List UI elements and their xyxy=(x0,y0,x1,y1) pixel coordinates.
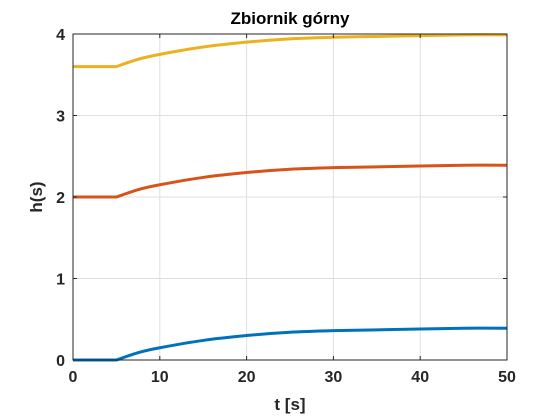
series-group xyxy=(73,33,508,362)
x-tick-label: 20 xyxy=(238,369,256,386)
chart-title: Zbiornik górny xyxy=(231,9,351,28)
ticks: 0 10 20 30 40 50 0 1 2 3 4 xyxy=(56,27,516,386)
x-axis-label: t [s] xyxy=(274,395,305,414)
x-tick-label: 10 xyxy=(151,369,169,386)
y-tick-label: 1 xyxy=(56,272,65,289)
series-line-1 xyxy=(73,33,508,69)
y-axis-label: h(s) xyxy=(27,181,46,212)
x-tick-label: 30 xyxy=(325,369,343,386)
y-tick-label: 2 xyxy=(56,190,65,207)
x-tick-label: 0 xyxy=(69,369,78,386)
grid xyxy=(72,33,508,361)
x-tick-label: 40 xyxy=(411,369,429,386)
y-tick-label: 0 xyxy=(56,353,65,370)
x-tick-label: 50 xyxy=(498,369,516,386)
y-tick-label: 3 xyxy=(56,109,65,126)
series-line-3 xyxy=(73,326,508,362)
series-line-2 xyxy=(73,163,508,199)
y-tick-label: 4 xyxy=(56,27,65,44)
